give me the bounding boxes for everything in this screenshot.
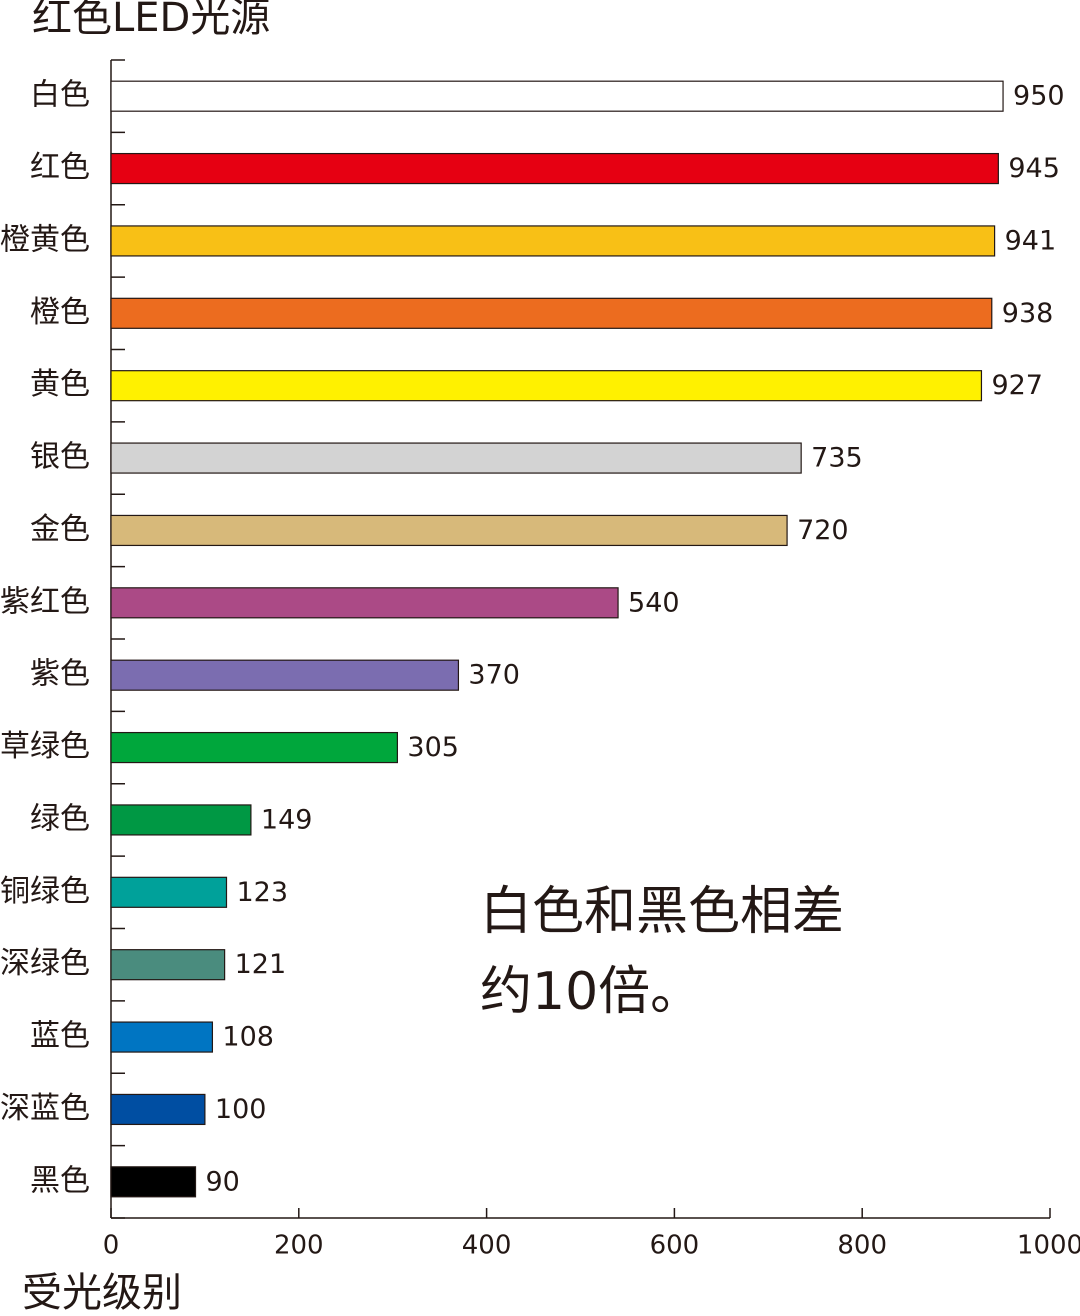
y-tick-label: 绿色	[30, 801, 90, 836]
value-label: 540	[628, 587, 680, 618]
value-label: 370	[468, 660, 520, 691]
y-tick-label: 蓝色	[30, 1019, 90, 1054]
x-tick-label: 0	[103, 1231, 120, 1261]
value-label: 100	[215, 1094, 267, 1125]
bar	[110, 297, 993, 329]
y-tick-label: 白色	[30, 78, 90, 113]
bar	[110, 949, 226, 981]
bar	[110, 225, 996, 257]
chart-title: 红色LED光源	[32, 0, 270, 41]
annotation: 白色和黑色相差	[480, 882, 844, 942]
y-tick-label: 紫红色	[0, 584, 90, 619]
y-tick-label: 黑色	[30, 1163, 90, 1198]
y-tick-label: 铜绿色	[0, 874, 90, 909]
bar	[110, 1021, 214, 1053]
bar	[110, 80, 1004, 112]
y-tick-label: 深绿色	[0, 946, 90, 981]
bar	[110, 804, 252, 836]
y-tick-label: 深蓝色	[0, 1091, 90, 1126]
bar	[110, 152, 999, 185]
bar	[110, 876, 228, 908]
value-label: 735	[811, 443, 863, 474]
value-label: 927	[991, 370, 1043, 401]
value-label: 941	[1005, 225, 1057, 256]
bar	[110, 514, 788, 547]
annotation: 约10倍。	[480, 962, 702, 1022]
value-label: 305	[407, 732, 459, 763]
y-tick-label: 草绿色	[0, 729, 90, 764]
x-tick-label: 1000	[1017, 1231, 1080, 1261]
y-tick-label: 黄色	[30, 367, 90, 402]
x-tick-label: 400	[462, 1231, 512, 1261]
bar	[110, 370, 983, 402]
value-label: 121	[235, 949, 287, 980]
value-label: 950	[1013, 81, 1065, 112]
value-label: 938	[1002, 298, 1054, 329]
bar	[110, 442, 802, 474]
y-tick-label: 橙黄色	[0, 222, 90, 257]
bar	[110, 1166, 197, 1198]
x-tick-label: 200	[274, 1231, 324, 1261]
value-label: 90	[206, 1166, 240, 1197]
bar	[110, 731, 398, 764]
y-tick-label: 橙色	[30, 295, 90, 330]
value-label: 945	[1008, 153, 1060, 184]
x-tick-label: 600	[650, 1231, 700, 1261]
y-tick-label: 金色	[30, 512, 90, 547]
value-label: 123	[236, 877, 288, 908]
bar	[110, 659, 460, 691]
x-tick-label: 800	[837, 1231, 887, 1261]
y-tick-label: 紫色	[30, 657, 90, 692]
value-label: 108	[222, 1022, 274, 1053]
value-label: 720	[797, 515, 849, 546]
x-axis-label: 受光级别	[22, 1270, 182, 1316]
value-label: 149	[261, 804, 313, 835]
bar	[110, 587, 619, 619]
y-tick-label: 红色	[30, 150, 90, 185]
bar	[110, 1093, 206, 1126]
y-tick-label: 银色	[30, 440, 90, 475]
